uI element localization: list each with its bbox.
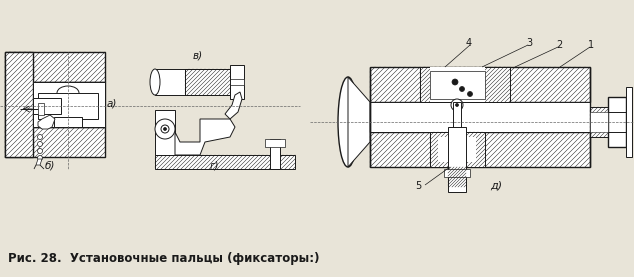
Ellipse shape [150,69,160,95]
Circle shape [460,86,465,91]
Bar [270,139,280,169]
Bar [5,52,105,82]
Circle shape [37,135,42,140]
Bar [370,132,590,167]
Bar [608,97,626,147]
Text: Рис. 28.  Установочные пальцы (фиксаторы:): Рис. 28. Установочные пальцы (фиксаторы:… [8,252,320,265]
Bar [420,67,510,102]
Bar [155,69,230,95]
Bar [54,117,82,127]
Bar [348,113,370,131]
Text: б): б) [45,161,55,171]
Bar [33,98,61,114]
Bar [448,127,466,192]
Bar [430,71,485,99]
Polygon shape [36,159,42,165]
Circle shape [37,155,42,160]
Circle shape [37,148,42,153]
Bar [430,67,485,102]
Bar [185,69,230,95]
Bar [38,93,98,119]
Bar [590,112,608,132]
Circle shape [455,104,458,106]
Bar [5,127,105,157]
Bar [5,82,105,127]
Polygon shape [38,103,44,115]
Text: 2: 2 [556,40,562,50]
Text: а): а) [107,99,117,109]
Bar [430,132,485,167]
Circle shape [37,142,42,147]
Bar [33,82,105,127]
Circle shape [467,91,472,96]
Polygon shape [348,77,370,167]
Text: 4: 4 [466,38,472,48]
Bar [370,67,590,102]
Circle shape [452,79,458,85]
Bar [370,102,590,132]
Text: в): в) [193,51,203,61]
Bar [626,87,632,157]
Circle shape [161,125,169,133]
Bar [370,114,590,130]
Circle shape [451,99,463,111]
Bar [438,137,476,162]
Bar [265,139,285,147]
Bar [155,155,295,169]
Polygon shape [175,119,235,155]
Text: 1: 1 [588,40,594,50]
Polygon shape [38,115,55,129]
Bar [155,110,175,155]
Circle shape [164,127,167,130]
Bar [590,107,608,137]
Text: 5: 5 [415,181,421,191]
Text: 3: 3 [526,38,532,48]
Ellipse shape [338,77,358,167]
Bar [444,169,470,177]
Bar [5,52,33,157]
Bar [453,102,461,132]
Text: д): д) [490,181,502,191]
Polygon shape [225,92,242,119]
Bar [230,65,244,99]
Text: г): г) [210,161,219,171]
Circle shape [155,119,175,139]
Bar [230,79,244,85]
